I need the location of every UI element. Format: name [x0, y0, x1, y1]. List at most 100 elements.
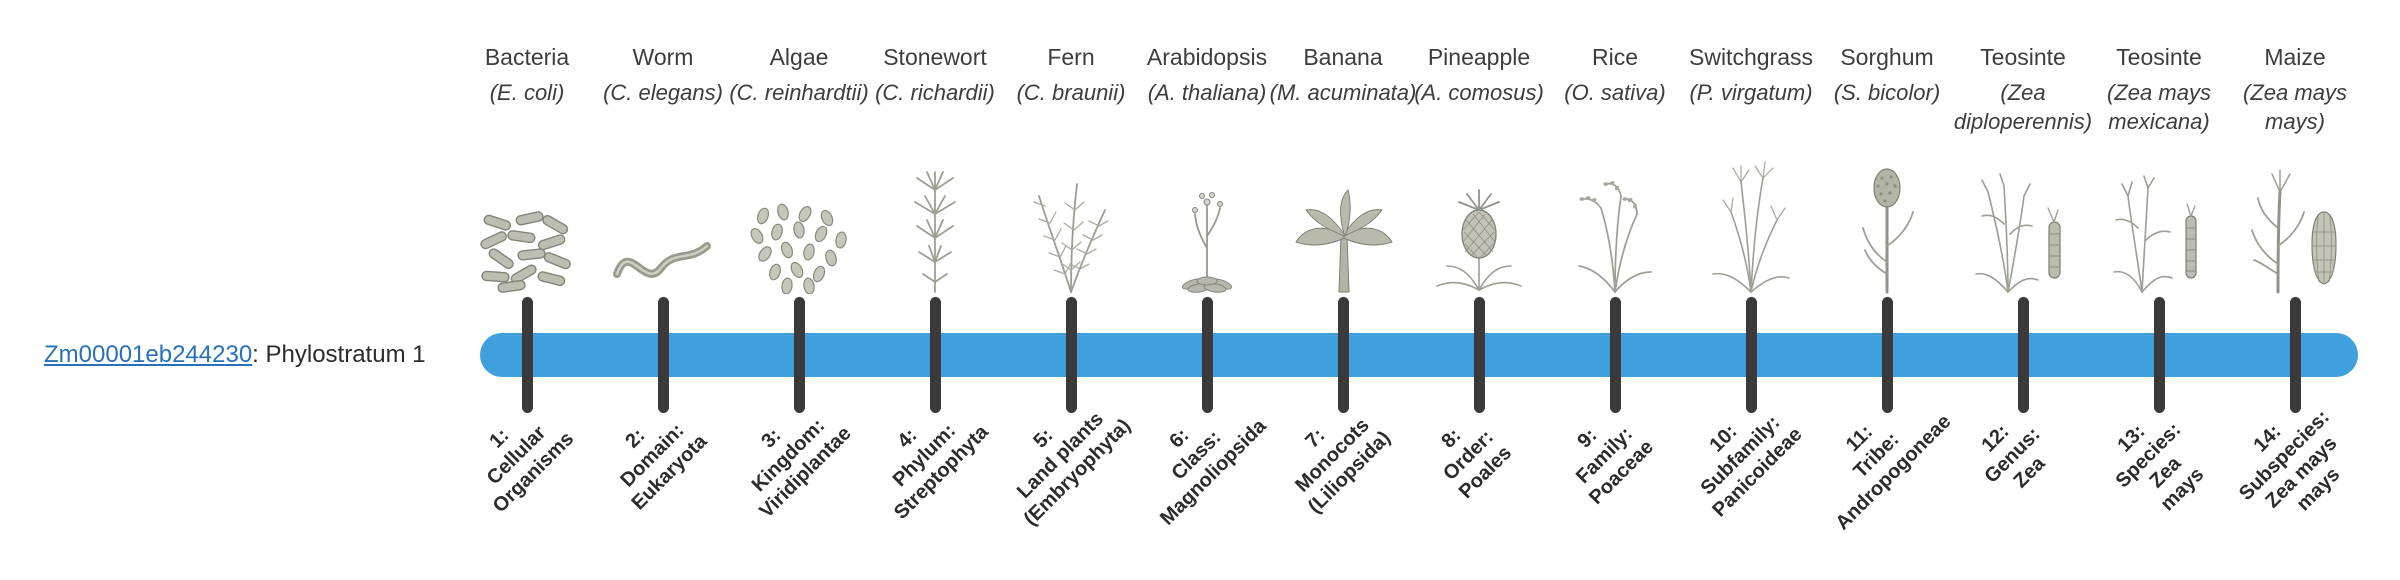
organism-names: Algae (C. reinhardtii)	[724, 42, 874, 107]
tick-mark	[2153, 297, 2165, 413]
tick-mark	[1065, 297, 1077, 413]
organism-name: Arabidopsis	[1146, 44, 1268, 70]
organism-names: Fern (C. braunii)	[996, 42, 1146, 107]
tick-mark	[2017, 297, 2029, 413]
sorghum-icon	[1862, 168, 1914, 294]
organism-column: Teosinte (Zea mays mexicana)	[2084, 42, 2234, 294]
organism-scientific-name: (C. braunii)	[1016, 80, 1126, 105]
bacteria-icon	[480, 211, 571, 293]
organism-illustration	[860, 164, 1010, 294]
maize-icon	[2251, 169, 2337, 294]
organism-column: Switchgrass (P. virgatum)	[1676, 42, 1826, 294]
organism-illustration	[1540, 164, 1690, 294]
organism-scientific-name: (C. elegans)	[603, 80, 723, 105]
organism-name: Fern	[1047, 44, 1095, 70]
tick-mark	[793, 297, 805, 413]
phylostratum-label: 10: Subfamily: Panicoideae	[1696, 411, 1807, 522]
tick-mark	[657, 297, 669, 413]
organism-column: Sorghum (S. bicolor)	[1812, 42, 1962, 294]
organism-name: Banana	[1303, 44, 1383, 70]
teosinte2-icon	[2113, 175, 2197, 293]
organism-column: Stonewort (C. richardii)	[860, 42, 1010, 294]
organism-illustration	[452, 210, 602, 294]
organism-illustration	[1268, 164, 1418, 294]
organism-names: Worm (C. elegans)	[588, 42, 738, 107]
organism-illustration	[724, 202, 874, 294]
tick-mark	[929, 297, 941, 413]
organism-illustration	[2220, 156, 2370, 294]
gene-phylostratum-text: : Phylostratum 1	[252, 341, 426, 368]
organism-scientific-name: (Zea diploperennis)	[1953, 80, 2093, 134]
organism-name: Teosinte	[2116, 44, 2202, 70]
gene-link[interactable]: Zm00001eb244230	[44, 341, 253, 368]
organism-name: Sorghum	[1840, 44, 1934, 70]
phylostratum-label: 7: Monocots (Liliopsida)	[1291, 414, 1395, 518]
organism-scientific-name: (Zea mays mays)	[2243, 80, 2347, 134]
organism-name: Switchgrass	[1689, 44, 1813, 70]
phylostratum-label: 12: Genus: Zea	[1977, 420, 2050, 493]
organism-scientific-name: (E. coli)	[489, 80, 565, 105]
organism-column: Pineapple (A. comosus)	[1404, 42, 1554, 294]
organism-name: Rice	[1591, 44, 1638, 70]
tick-mark	[521, 297, 533, 413]
worm-icon	[613, 242, 711, 278]
organism-name: Teosinte	[1980, 44, 2066, 70]
organism-names: Rice (O. sativa)	[1540, 42, 1690, 107]
organism-column: Arabidopsis (A. thaliana)	[1132, 42, 1282, 294]
phylostratum-label: 6: Class: Magnoliopsida	[1156, 415, 1271, 530]
tick-mark	[1881, 297, 1893, 413]
organism-scientific-name: (S. bicolor)	[1833, 80, 1941, 105]
organism-names: Arabidopsis (A. thaliana)	[1132, 42, 1282, 107]
organism-column: Maize (Zea mays mays)	[2220, 42, 2370, 294]
phylostratum-label: 8: Order: Poales	[1437, 424, 1516, 504]
organism-illustration	[588, 228, 738, 294]
organism-name: Pineapple	[1427, 44, 1531, 70]
rice-icon	[1578, 180, 1652, 293]
teosinte-icon	[1975, 173, 2061, 293]
phylostratum-label: 9: Family: Poaceae	[1571, 422, 1658, 509]
organism-column: Bacteria (E. coli)	[452, 42, 602, 294]
phylostratum-label: 3: Kingdom: Viridiplantae	[747, 414, 856, 523]
organism-illustration	[1948, 164, 2098, 294]
timeline-bar	[480, 333, 2358, 377]
organism-name: Stonewort	[883, 44, 987, 70]
tick-mark	[1473, 297, 1485, 413]
organism-illustration	[1132, 164, 1282, 294]
arabidopsis-icon	[1181, 192, 1233, 293]
organism-scientific-name: (Zea mays mexicana)	[2107, 80, 2211, 134]
organism-scientific-name: (P. virgatum)	[1689, 80, 1813, 105]
organism-column: Algae (C. reinhardtii)	[724, 42, 874, 294]
organism-names: Teosinte (Zea mays mexicana)	[2084, 42, 2234, 136]
organism-column: Worm (C. elegans)	[588, 42, 738, 294]
organism-scientific-name: (C. richardii)	[875, 80, 995, 105]
organism-names: Stonewort (C. richardii)	[860, 42, 1010, 107]
organism-column: Fern (C. braunii)	[996, 42, 1146, 294]
organism-names: Bacteria (E. coli)	[452, 42, 602, 107]
tick-mark	[1609, 297, 1621, 413]
organism-illustration	[996, 170, 1146, 294]
organism-illustration	[1812, 158, 1962, 294]
phylostratum-label: 4: Phylum: Streptophyta	[888, 419, 993, 524]
fern-icon	[1033, 183, 1109, 293]
organism-illustration	[1404, 164, 1554, 294]
organism-names: Maize (Zea mays mays)	[2220, 42, 2370, 136]
tick-mark	[1201, 297, 1213, 413]
tick-mark	[1745, 297, 1757, 413]
organism-scientific-name: (C. reinhardtii)	[729, 80, 869, 105]
organism-column: Banana (M. acuminata)	[1268, 42, 1418, 294]
organism-name: Bacteria	[484, 44, 570, 70]
organism-column: Teosinte (Zea diploperennis)	[1948, 42, 2098, 294]
organism-names: Pineapple (A. comosus)	[1404, 42, 1554, 107]
organism-names: Banana (M. acuminata)	[1268, 42, 1418, 107]
organism-illustration	[2084, 164, 2234, 294]
organism-names: Teosinte (Zea diploperennis)	[1948, 42, 2098, 136]
phylostratum-label: 11: Tribe: Andropogoneae	[1831, 410, 1956, 535]
organism-scientific-name: (A. thaliana)	[1147, 80, 1267, 105]
stonewort-icon	[914, 171, 956, 293]
organism-scientific-name: (O. sativa)	[1564, 80, 1666, 105]
organism-illustration	[1676, 158, 1826, 294]
organism-name: Maize	[2264, 44, 2326, 70]
gene-label: Zm00001eb244230: Phylostratum 1	[44, 341, 426, 369]
